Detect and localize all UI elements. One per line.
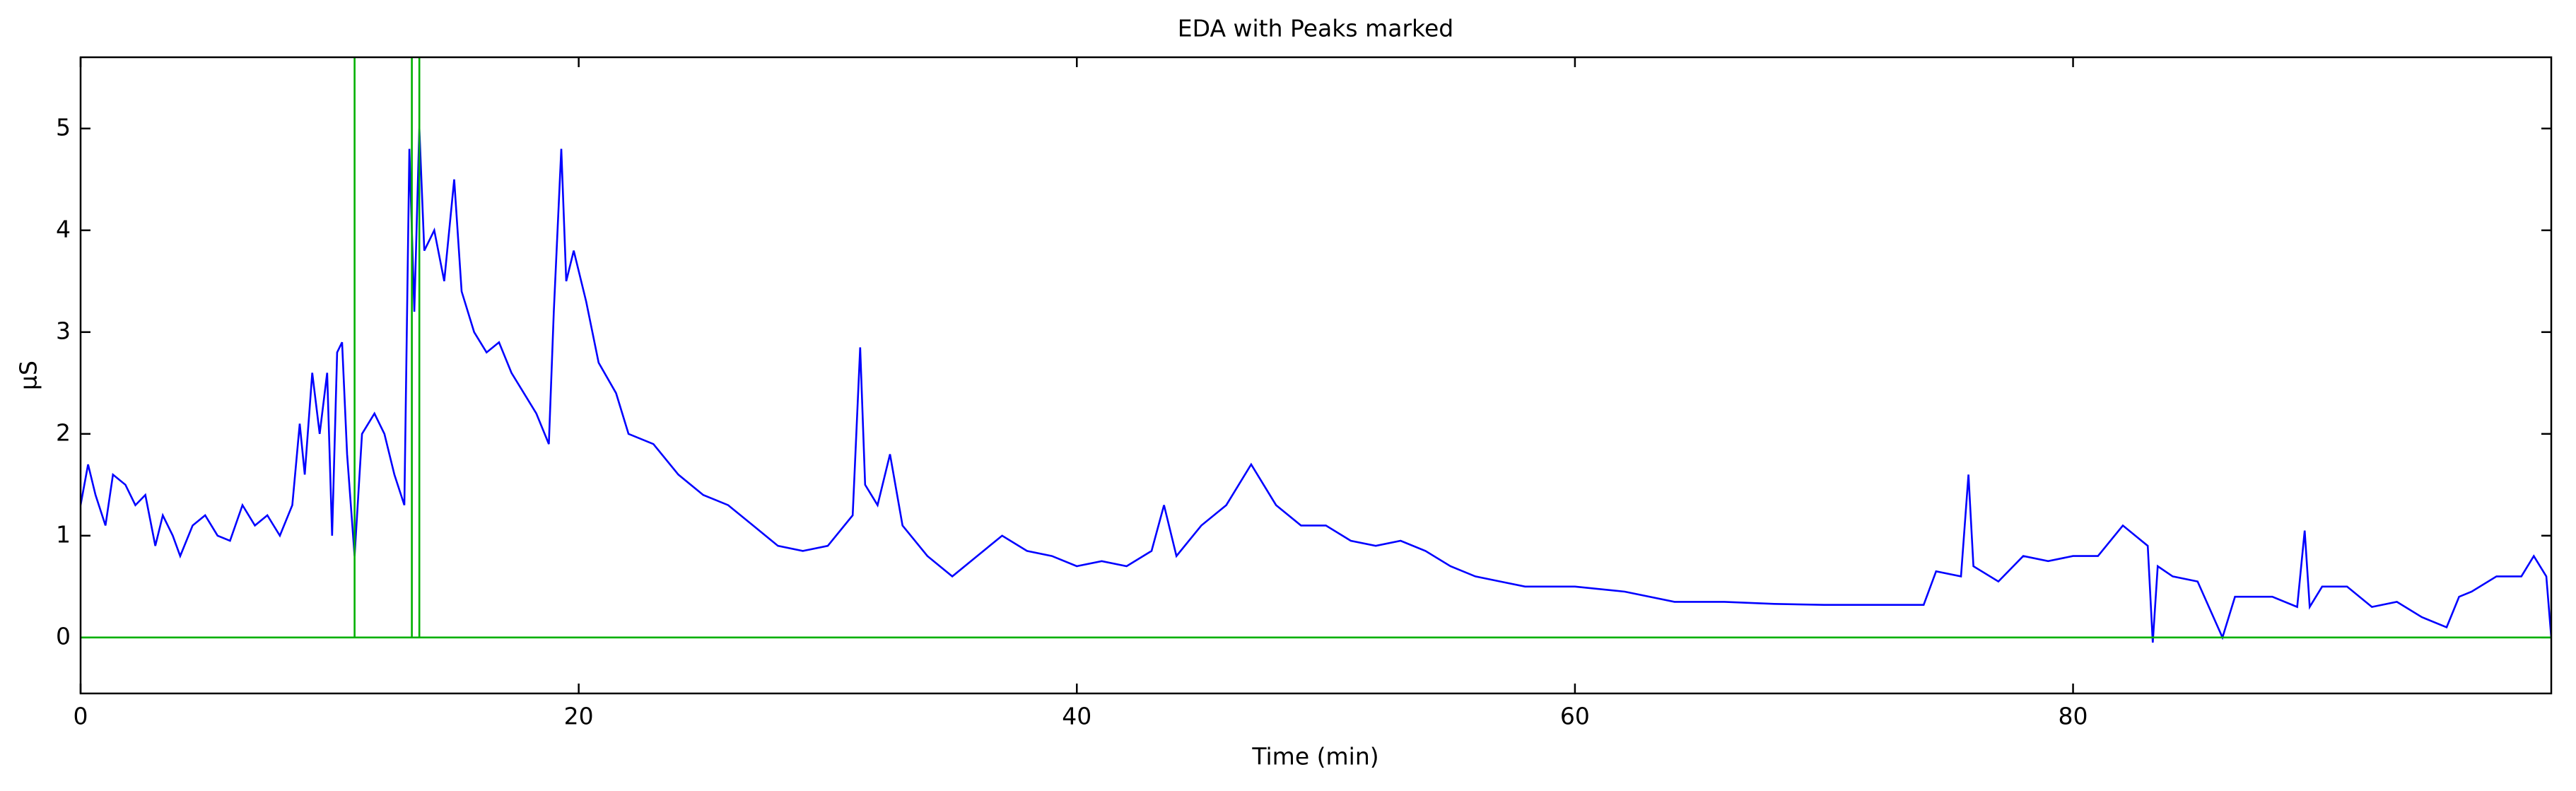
series-line <box>81 57 2551 639</box>
y-tick-label: 1 <box>56 520 71 548</box>
x-tick-label: 40 <box>1062 703 1091 730</box>
plot-frame <box>79 56 2553 695</box>
x-tick-label: 60 <box>1560 703 1590 730</box>
x-tick-label: 80 <box>2059 703 2088 730</box>
series-line <box>81 128 2551 643</box>
x-tick-label: 0 <box>74 703 88 730</box>
y-tick-label: 4 <box>56 215 71 242</box>
x-tick-label: 20 <box>564 703 594 730</box>
chart-title: EDA with Peaks marked <box>1178 15 1453 42</box>
y-tick-label: 0 <box>56 622 71 650</box>
y-tick-label: 5 <box>56 113 71 141</box>
x-axis-label: Time (min) <box>1251 743 1378 771</box>
y-tick-label: 3 <box>56 317 71 344</box>
y-tick-label: 2 <box>56 418 71 446</box>
y-axis-label: μS <box>15 361 42 390</box>
